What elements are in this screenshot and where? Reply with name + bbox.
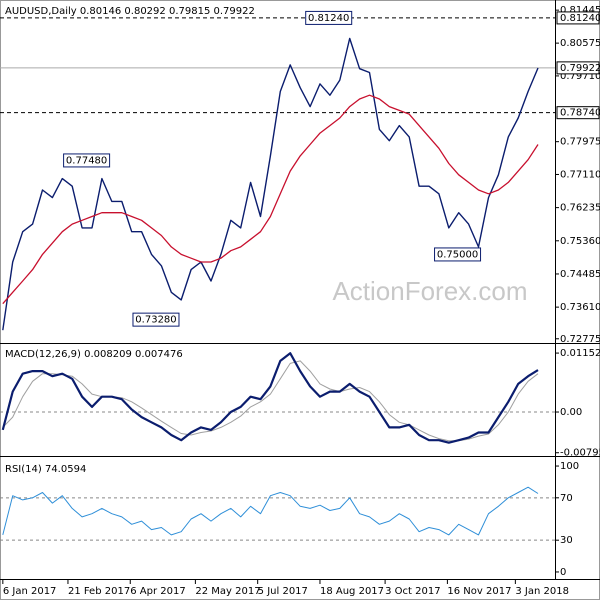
level-box [556, 61, 600, 75]
y-tick-label: 0.73610 [560, 302, 600, 313]
annotation-label: 0.77480 [66, 155, 107, 166]
y-tick-label: -0.007956 [560, 448, 600, 459]
x-tick-label: 18 Aug 2017 [320, 586, 384, 597]
y-tick-label: 70 [560, 493, 573, 504]
y-tick-label: 0.74485 [560, 269, 600, 280]
level-box [556, 106, 600, 120]
x-tick-label: 16 Nov 2017 [447, 586, 511, 597]
watermark: ActionForex.com [332, 276, 527, 306]
annotation-label: 0.75000 [437, 249, 478, 260]
annotation-label: 0.81240 [308, 13, 349, 24]
y-tick-label: 0.80575 [560, 38, 600, 49]
y-tick-label: 0 [560, 567, 566, 578]
annotation-box [305, 10, 353, 25]
level-box [556, 11, 600, 25]
series-line [2, 94, 539, 305]
level-label: 0.78740 [560, 108, 600, 119]
x-tick-label: 5 Jul 2017 [258, 586, 308, 597]
x-tick-label: 22 May 2017 [195, 586, 260, 597]
y-tick-label: 30 [560, 535, 573, 546]
y-tick-label: 0.77975 [560, 137, 600, 148]
annotation-label: 0.73280 [135, 315, 176, 326]
x-tick-label: 3 Jan 2018 [515, 586, 569, 597]
annotation-box [132, 312, 180, 327]
y-tick-label: 0.00 [560, 407, 582, 418]
annotation-box [63, 153, 111, 168]
y-tick-label: 0.79710 [560, 71, 600, 82]
y-tick-label: 0.81445 [560, 5, 600, 16]
x-tick-label: 6 Apr 2017 [130, 586, 185, 597]
y-tick-label: 0.77110 [560, 169, 600, 180]
level-label: 0.81240 [560, 13, 600, 24]
y-tick-label: 0.75360 [560, 236, 600, 247]
x-tick-label: 21 Feb 2017 [68, 586, 130, 597]
x-tick-label: 3 Oct 2017 [385, 586, 440, 597]
level-label: 0.79922 [560, 63, 600, 74]
series-line [2, 486, 539, 536]
panel-title: MACD(12,26,9) 0.008209 0.007476 [5, 349, 183, 360]
panel-title: RSI(14) 74.0594 [5, 464, 86, 475]
series-line [1, 352, 539, 444]
y-tick-label: 0.76235 [560, 203, 600, 214]
panel-title: AUDUSD,Daily 0.80146 0.80292 0.79815 0.7… [5, 6, 255, 17]
y-tick-label: 100 [560, 461, 579, 472]
x-tick-label: 6 Jan 2017 [3, 586, 57, 597]
y-tick-label: 0.011521 [560, 348, 600, 359]
annotation-box [434, 247, 482, 262]
y-tick-label: 0.72775 [560, 334, 600, 345]
series-line [2, 360, 539, 442]
series-line [2, 37, 539, 331]
